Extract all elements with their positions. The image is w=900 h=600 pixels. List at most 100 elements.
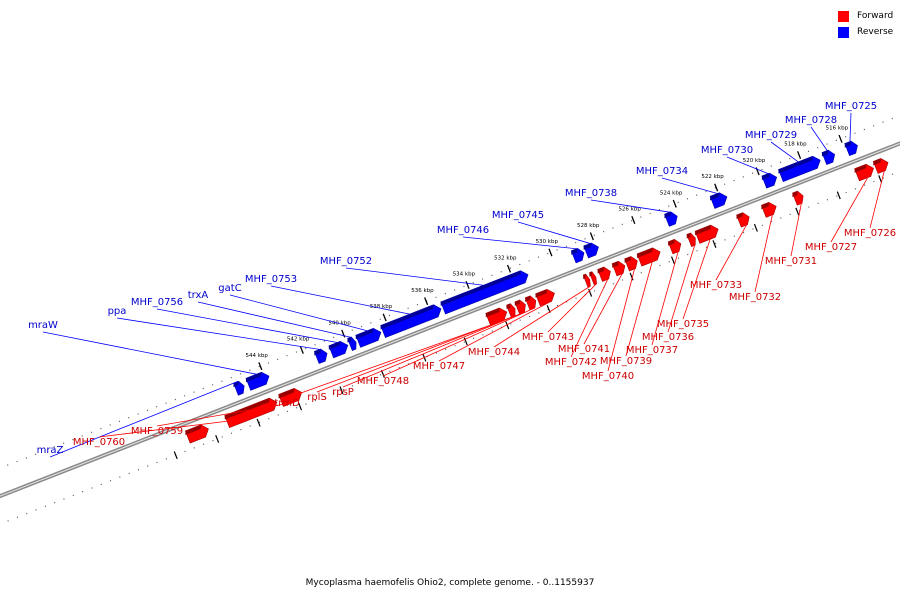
forward-gene-shadow [624, 256, 631, 263]
kbp-tick [838, 134, 843, 143]
forward-gene-shadow [597, 266, 604, 274]
kbp-tick [424, 297, 429, 306]
leader-line [547, 283, 597, 333]
reverse-gene-label: MHF_0746 [437, 225, 489, 236]
leader-line [667, 245, 696, 333]
legend-reverse: Reverse [838, 24, 893, 40]
reverse-gene-label: MHF_0730 [701, 145, 753, 156]
minor-tick [256, 418, 261, 427]
minor-tick [298, 402, 303, 411]
forward-gene-shadow [514, 299, 520, 306]
leader-line [493, 286, 591, 348]
reverse-gene-label: mraZ [37, 445, 64, 456]
reverse-gene-label: MHF_0753 [245, 274, 297, 285]
kbp-tick-label: 536 kbp [411, 288, 434, 294]
reverse-gene-shadow [355, 328, 374, 340]
forward-gene-label: rplS [307, 392, 327, 403]
kbp-tick [258, 362, 263, 371]
gene-features [184, 140, 889, 444]
legend-reverse-label: Reverse [857, 27, 894, 37]
forward-gene-label: MHF_0741 [558, 344, 610, 355]
minor-tick [753, 223, 758, 232]
leader-line [229, 294, 368, 332]
forward-gene-shadow [525, 295, 531, 302]
kbp-tick [714, 183, 719, 192]
kbp-tick [465, 280, 470, 289]
forward-gene-label: MHF_0733 [690, 280, 742, 291]
forward-gene-shadow [535, 289, 547, 298]
kbp-tick-label: 518 kbp [784, 142, 807, 148]
reverse-gene-shadow [761, 173, 770, 181]
reverse-gene-shadow [664, 211, 671, 219]
leader-line [869, 170, 885, 229]
reverse-gene-label: MHF_0725 [825, 101, 877, 112]
kbp-tick [548, 248, 553, 257]
forward-gene-label: MHF_0727 [805, 242, 857, 253]
forward-gene-label: MHF_0726 [844, 228, 896, 239]
minor-tick [712, 240, 717, 248]
forward-gene-label: MHF_0742 [545, 357, 597, 368]
forward-gene-shadow [761, 202, 769, 210]
reverse-swatch [838, 26, 849, 38]
kbp-tick-label: 528 kbp [577, 223, 600, 229]
kbp-ticks: 516 kbp 518 kbp 520 kbp 522 kbp 524 kbp 526 k… [173, 125, 883, 460]
guide-lines [0, 114, 900, 525]
forward-gene-label: MHF_0736 [642, 332, 694, 343]
forward-gene-shadow [686, 233, 691, 239]
leader-line [197, 301, 351, 338]
forward-gene-label: MHF_0748 [357, 376, 409, 387]
minor-tick [670, 256, 676, 265]
genome-backbone [0, 141, 900, 499]
leader-line [382, 307, 535, 377]
reverse-gene-shadow [710, 192, 720, 201]
reverse-gene-label: gatC [218, 283, 241, 294]
reverse-gene-shadow [328, 341, 341, 350]
reverse-gene-shadow [347, 336, 352, 343]
kbp-tick [506, 264, 512, 273]
reverse-gene-shadow [821, 150, 829, 157]
reverse-gene-shadow [440, 270, 521, 306]
leader-line [770, 141, 799, 163]
kbp-tick-label: 516 kbp [826, 125, 849, 131]
leader-line [590, 199, 670, 213]
leader-line [342, 311, 524, 388]
leader-line [607, 268, 635, 372]
minor-tick [215, 434, 220, 443]
leader-line [286, 321, 501, 399]
leader-line [98, 417, 255, 438]
kbp-tick-label: 520 kbp [743, 158, 766, 164]
forward-gene-shadow [506, 303, 511, 310]
kbp-tick [631, 216, 636, 224]
leader-line [156, 308, 338, 343]
reverse-gene-label: MHF_0745 [492, 210, 544, 221]
gene-labels: MHF_0725 MHF_0728 MHF_0729 MHF_0730 MHF_0734… [28, 101, 896, 458]
forward-gene-shadow [668, 239, 675, 246]
forward-gene-label: MHF_0744 [468, 347, 520, 358]
leader-line [754, 214, 773, 293]
minor-tick [629, 272, 634, 281]
leader-line [517, 221, 591, 244]
forward-gene-label: rpsP [332, 387, 354, 398]
kbp-tick-label: 522 kbp [701, 174, 724, 180]
minor-tick [878, 175, 883, 184]
leader-line [682, 239, 711, 320]
forward-gene-shadow [589, 271, 592, 277]
reverse-gene-shadow [571, 248, 578, 255]
minor-tick [380, 370, 385, 378]
leader-line [438, 302, 549, 362]
leader-line [790, 203, 802, 257]
forward-gene-label: MHF_0732 [729, 292, 781, 303]
legend-forward-label: Forward [857, 11, 894, 21]
legend: Forward Reverse [838, 8, 893, 40]
kbp-tick [341, 329, 346, 338]
leader-line [651, 251, 679, 346]
forward-gene-shadow [224, 398, 270, 420]
reverse-gene-label: MHF_0734 [636, 166, 688, 177]
leader-line [726, 156, 769, 174]
reverse-gene-shadow [778, 156, 813, 174]
leader-line [661, 177, 718, 194]
kbp-tick-label: 538 kbp [370, 304, 393, 310]
leader-line [625, 261, 653, 357]
forward-gene-shadow [185, 424, 201, 435]
reverse-gene-label: MHF_0752 [320, 256, 372, 267]
